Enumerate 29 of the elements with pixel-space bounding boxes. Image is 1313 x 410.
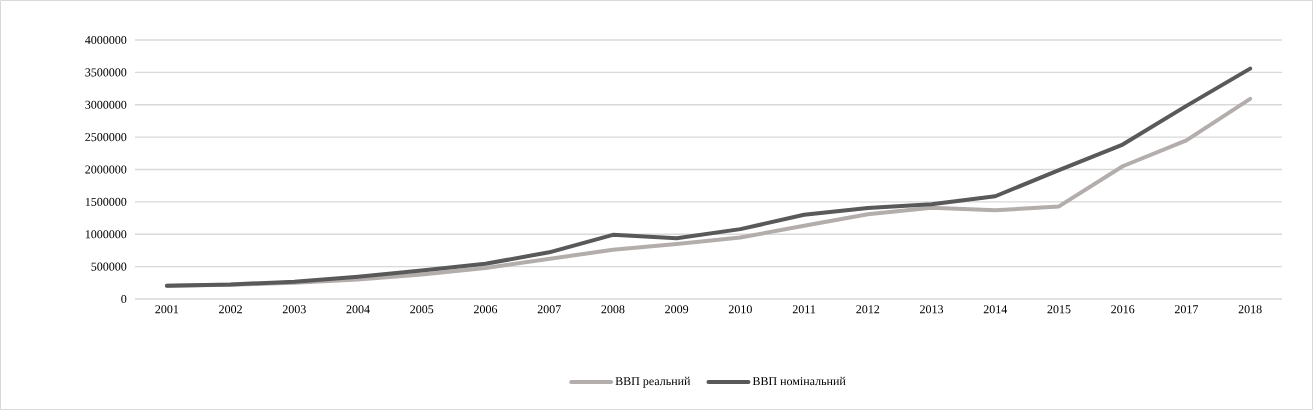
- x-tick-label: 2018: [1238, 305, 1262, 314]
- y-tick-label: 3000000: [85, 100, 127, 109]
- x-tick-label: 2010: [728, 305, 752, 314]
- x-tick-label: 2017: [1174, 305, 1199, 314]
- x-tick-label: 2012: [856, 305, 880, 314]
- y-tick-label: 1000000: [85, 230, 127, 239]
- y-tick-label: 4000000: [85, 35, 127, 45]
- x-tick-label: 2011: [792, 305, 816, 314]
- y-tick-label: 3500000: [85, 68, 127, 77]
- x-tick-label: 2001: [155, 305, 179, 314]
- x-tick-label: 2009: [665, 305, 689, 314]
- x-tick-label: 2013: [920, 305, 944, 314]
- y-tick-label: 2500000: [85, 133, 127, 142]
- legend-label: ВВП реальний: [615, 376, 691, 388]
- x-tick-label: 2006: [474, 305, 498, 314]
- x-tick-label: 2003: [282, 305, 306, 314]
- y-tick-label: 2000000: [85, 165, 127, 174]
- x-tick-label: 2002: [219, 305, 242, 314]
- x-tick-label: 2014: [983, 305, 1008, 314]
- y-tick-label: 500000: [91, 262, 127, 271]
- x-tick-label: 2004: [346, 305, 370, 314]
- legend-label: ВВП номінальний: [752, 376, 846, 386]
- x-tick-label: 2007: [537, 305, 561, 314]
- x-tick-label: 2015: [1047, 305, 1071, 314]
- y-tick-label: 0: [121, 294, 127, 304]
- y-tick-label: 1500000: [85, 197, 127, 206]
- x-tick-label: 2005: [410, 305, 434, 314]
- x-tick-label: 2008: [601, 305, 625, 314]
- x-tick-label: 2016: [1111, 305, 1135, 314]
